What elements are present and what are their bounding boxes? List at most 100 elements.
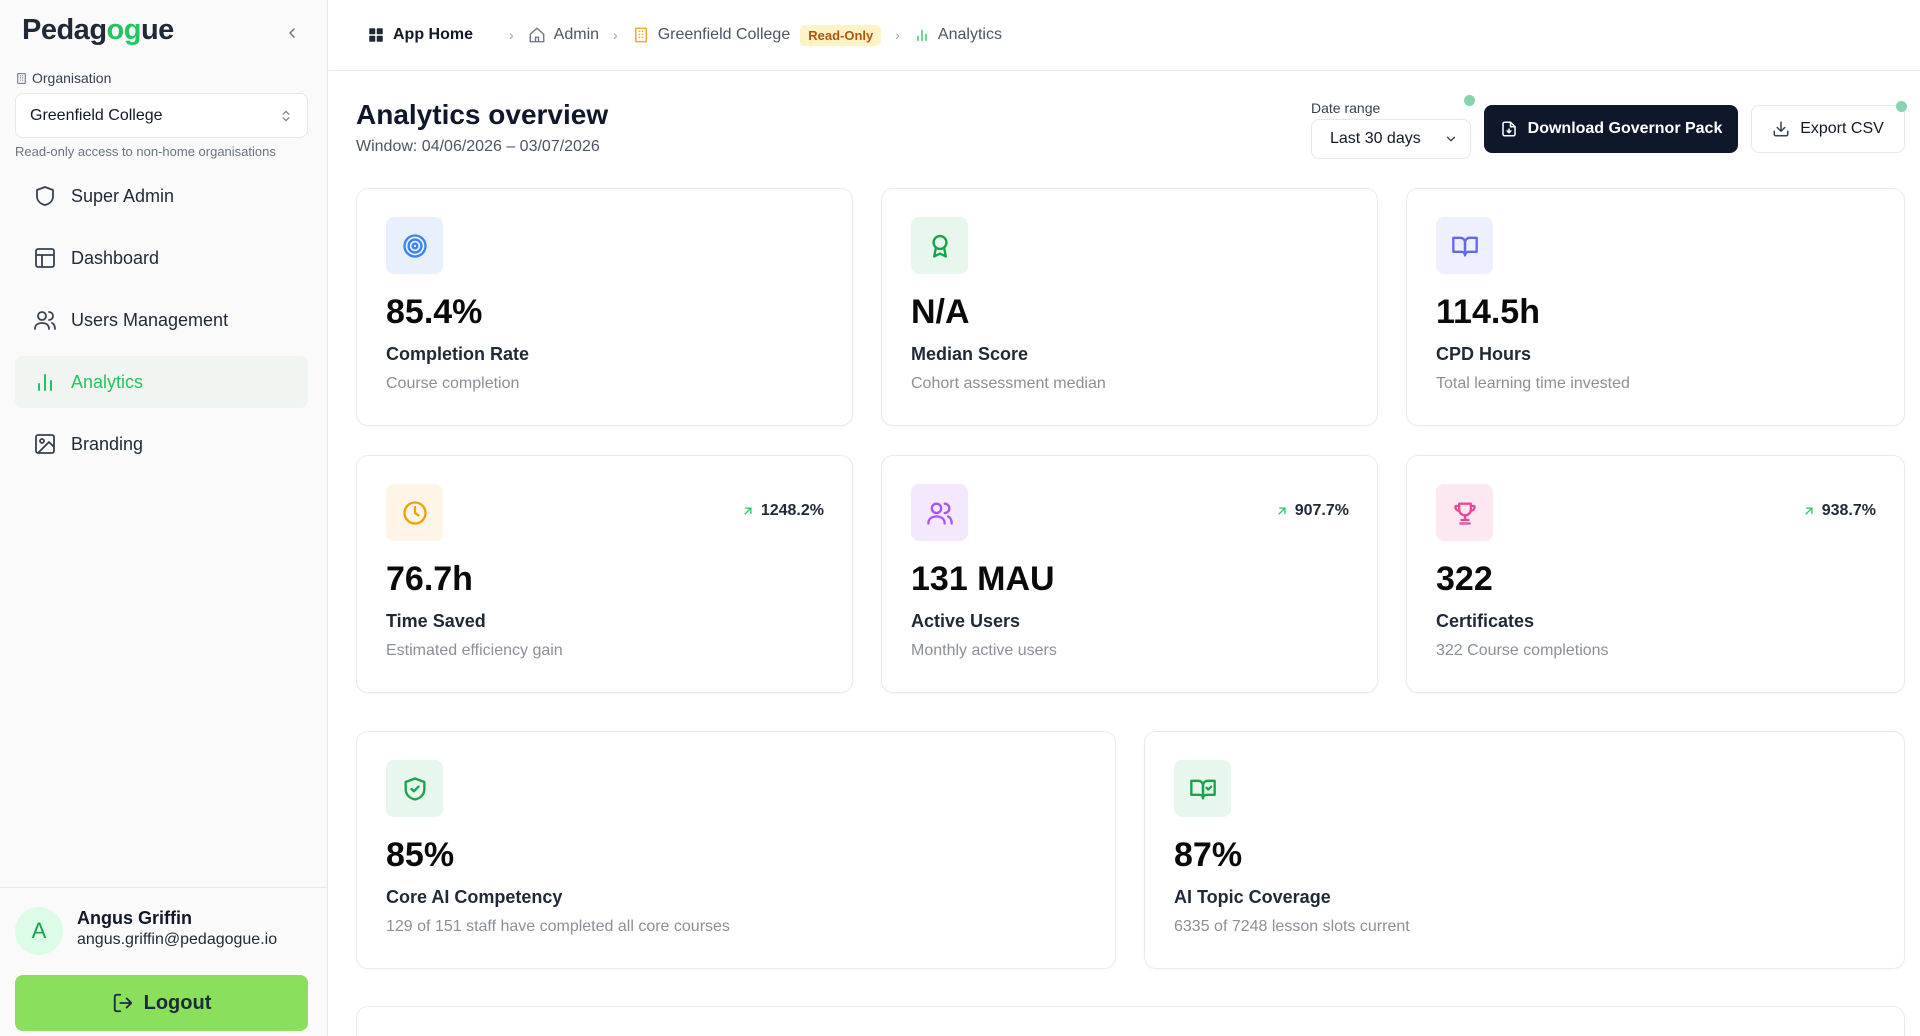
arrow-up-right-icon [1278,507,1286,515]
arrow-up-right-icon [744,507,752,515]
metric-title: Core AI Competency [386,887,563,907]
sidebar-nav: Super Admin Dashboard Users Management A… [15,170,308,480]
page-title: Analytics overview [356,99,609,130]
next-section-card [356,1006,1905,1036]
metric-subtitle: Total learning time invested [1436,375,1630,392]
file-download-icon [1501,121,1516,137]
sidebar-item-analytics[interactable]: Analytics [15,356,308,408]
trophy-icon [1453,502,1476,525]
grid-icon [369,28,383,42]
sidebar-item-branding[interactable]: Branding [15,418,308,470]
metric-icon-wrap [911,217,968,274]
chevron-left-icon [289,28,295,38]
breadcrumb: App Home › Admin › Greenfield College Re… [329,0,1920,71]
arrow-up-right-icon [1805,507,1813,515]
metric-title: AI Topic Coverage [1174,887,1331,907]
metric-card-time-saved: 1248.2% 76.7h Time Saved Estimated effic… [356,455,853,693]
date-window: Window: 04/06/2026 – 03/07/2026 [356,138,600,155]
download-icon [1773,121,1789,137]
users-icon [926,502,953,525]
metric-icon-wrap [386,217,443,274]
metric-title: Completion Rate [386,344,530,364]
metric-title: Certificates [1436,611,1535,631]
metric-subtitle: Monthly active users [911,642,1057,659]
shield-icon [36,186,54,206]
metric-card-median-score: N/A Median Score Cohort assessment media… [881,188,1378,426]
metric-title: CPD Hours [1436,344,1532,364]
trend-indicator: 938.7% [1802,502,1876,520]
metric-icon-wrap [1436,484,1493,541]
org-select-value: Greenfield College [30,106,163,124]
metric-value: 131 MAU [911,560,1055,598]
metric-title: Median Score [911,344,1029,364]
metric-card-ai-topic-coverage: 87% AI Topic Coverage 6335 of 7248 lesso… [1144,731,1905,969]
sidebar-item-users-management[interactable]: Users Management [15,294,308,346]
org-select[interactable]: Greenfield College [15,93,308,138]
image-icon [35,434,55,454]
status-dot [1896,101,1907,112]
metric-icon-wrap [386,760,443,817]
date-range-label: Date range [1311,100,1381,116]
metric-subtitle: Cohort assessment median [911,375,1106,392]
breadcrumb-app-home[interactable]: App Home [367,26,473,44]
trend-indicator: 907.7% [1275,502,1349,520]
chevron-right-icon: › [613,27,618,43]
sidebar: Pedagogue Organisation Greenfield Colleg… [0,0,328,1036]
chevron-down-icon [1446,136,1456,142]
metric-subtitle: Estimated efficiency gain [386,642,563,659]
metric-icon-wrap [386,484,443,541]
breadcrumb-org[interactable]: Greenfield College [632,26,790,44]
clock-icon [402,500,427,525]
metric-subtitle: 129 of 151 staff have completed all core… [386,918,730,935]
logout-icon [113,993,132,1013]
metric-card-cpd-hours: 114.5h CPD Hours Total learning time inv… [1406,188,1905,426]
users-icon [34,311,56,330]
metric-value: 85% [386,836,455,874]
metric-subtitle: 6335 of 7248 lesson slots current [1174,918,1410,935]
brand-logo[interactable]: Pedagogue [22,14,174,46]
metric-icon-wrap [911,484,968,541]
bar-chart-icon [917,29,927,41]
breadcrumb-analytics[interactable]: Analytics [914,26,1002,44]
sidebar-item-super-admin[interactable]: Super Admin [15,170,308,222]
download-governor-pack-button[interactable]: Download Governor Pack [1484,105,1738,153]
metric-icon-wrap [1174,760,1231,817]
export-csv-button[interactable]: Export CSV [1751,105,1905,153]
chevron-right-icon: › [895,27,900,43]
metric-card-certificates: 938.7% 322 Certificates 322 Course compl… [1406,455,1905,693]
metric-value: 87% [1174,836,1243,874]
target-icon [402,233,427,258]
building-icon [634,27,647,43]
metric-card-active-users: 907.7% 131 MAU Active Users Monthly acti… [881,455,1378,693]
logout-button[interactable]: Logout [15,975,308,1031]
metric-subtitle: 322 Course completions [1436,642,1609,659]
user-name: Angus Griffin [77,908,192,928]
building-icon [17,72,26,84]
org-label: Organisation [15,70,111,86]
metric-card-core-ai-competency: 85% Core AI Competency 129 of 151 staff … [356,731,1116,969]
collapse-sidebar-button[interactable] [281,22,303,44]
status-dot [1464,95,1475,106]
metric-title: Active Users [911,611,1021,631]
chevron-right-icon: › [509,27,514,43]
org-note: Read-only access to non-home organisatio… [15,144,276,159]
metric-value: 114.5h [1436,293,1540,331]
avatar[interactable]: A [15,907,63,955]
bar-chart-icon [38,374,52,391]
metric-value: 76.7h [386,560,473,598]
shield-check-icon [404,776,425,801]
date-range-select[interactable]: Last 30 days [1311,119,1471,159]
book-check-icon [1189,779,1216,799]
metric-value: 322 [1436,560,1493,598]
user-block: A Angus Griffin angus.griffin@pedagogue.… [0,887,328,1036]
trend-indicator: 1248.2% [741,502,824,520]
layout-icon [35,248,55,268]
metric-title: Time Saved [386,611,486,631]
read-only-badge: Read-Only [800,24,882,46]
sidebar-item-dashboard[interactable]: Dashboard [15,232,308,284]
date-range-value: Last 30 days [1330,130,1421,147]
metric-icon-wrap [1436,217,1493,274]
metric-card-completion-rate: 85.4% Completion Rate Course completion [356,188,853,426]
breadcrumb-admin[interactable]: Admin [528,26,599,44]
home-icon [529,27,545,43]
